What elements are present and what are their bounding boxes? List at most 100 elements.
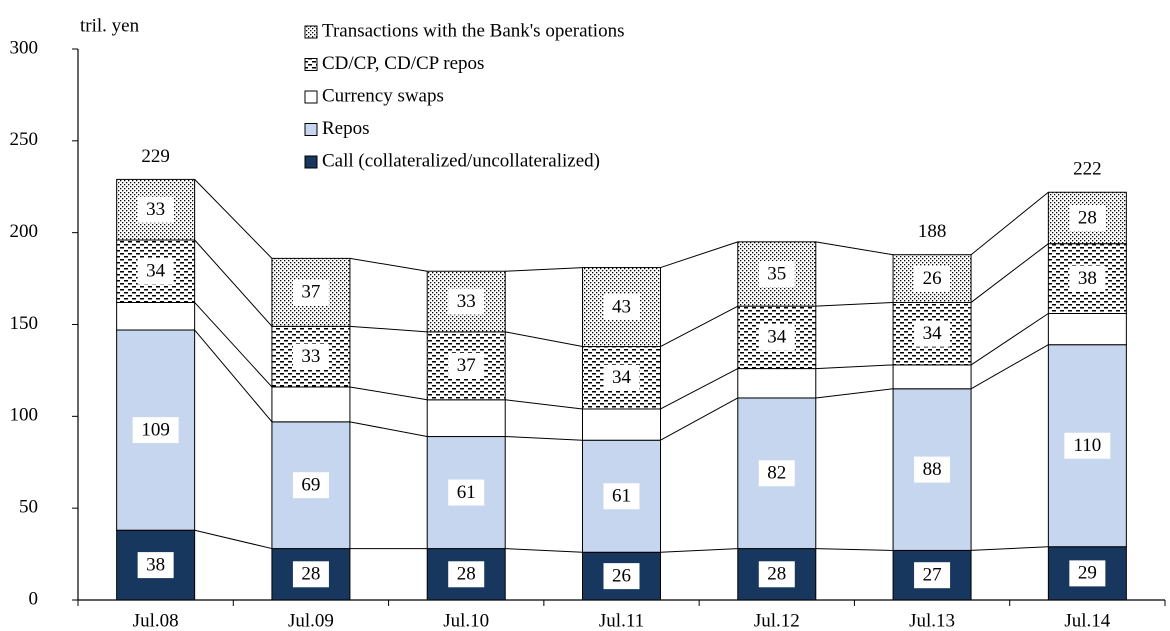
value-label: 109	[141, 419, 170, 440]
connector	[349, 421, 428, 438]
value-label: 37	[457, 355, 476, 376]
connector	[505, 436, 583, 441]
x-tick-label: Jul.13	[909, 610, 955, 631]
value-label: 29	[1078, 563, 1097, 584]
value-label: 28	[301, 564, 320, 585]
x-tick-label: Jul.08	[133, 610, 179, 631]
bar-segment	[737, 368, 817, 399]
bar-segment	[116, 301, 196, 331]
y-tick-label: 50	[19, 497, 38, 518]
value-label: 33	[301, 346, 320, 367]
connector	[815, 301, 894, 307]
connector	[505, 548, 583, 553]
label-box	[914, 562, 951, 589]
bar-segment	[892, 254, 972, 303]
connector	[815, 388, 894, 399]
connector	[194, 302, 273, 388]
label-box	[603, 563, 640, 590]
x-tick-label: Jul.14	[1064, 610, 1110, 631]
x-tick-label: Jul.11	[599, 610, 644, 631]
connector	[815, 364, 894, 370]
label-box	[448, 561, 485, 588]
legend-label: Currency swaps	[322, 85, 444, 106]
y-tick-label: 200	[10, 221, 39, 242]
label-box	[603, 483, 640, 510]
y-unit: tril. yen	[80, 15, 140, 36]
connector	[194, 179, 273, 259]
legend-label: Call (collateralized/uncollateralized)	[322, 150, 600, 171]
total-label: 188	[918, 221, 947, 242]
value-label: 82	[767, 463, 786, 484]
label-box	[292, 561, 329, 588]
bar-segment	[582, 408, 661, 441]
connector	[970, 344, 1049, 390]
legend-swatch	[304, 58, 318, 71]
label-box	[292, 279, 329, 306]
label-box	[1069, 560, 1106, 587]
value-label: 28	[1078, 207, 1097, 228]
y-tick-label: 250	[10, 129, 39, 150]
label-box	[448, 479, 485, 506]
legend-swatch	[304, 155, 318, 169]
label-box	[137, 258, 174, 285]
connector	[660, 241, 738, 269]
connector	[970, 243, 1049, 303]
total-label: 229	[141, 146, 170, 167]
value-label: 38	[146, 554, 165, 575]
connector	[815, 548, 894, 551]
value-label: 27	[923, 565, 942, 586]
legend-label: Repos	[322, 118, 370, 139]
label-box	[603, 364, 640, 391]
label-box	[914, 320, 951, 347]
label-box	[1064, 432, 1111, 459]
label-box	[1069, 204, 1106, 231]
connector	[349, 325, 428, 333]
legend-swatch	[304, 90, 318, 104]
value-label: 34	[146, 261, 166, 282]
label-box	[448, 288, 485, 315]
bar-segment	[1047, 312, 1127, 346]
connector	[970, 191, 1049, 256]
connector	[349, 386, 428, 401]
connector	[660, 397, 739, 441]
legend-swatch	[304, 123, 318, 136]
value-label: 33	[146, 199, 165, 220]
label-box	[603, 294, 640, 321]
value-label: 34	[923, 323, 943, 344]
x-tick-label: Jul.10	[443, 610, 489, 631]
value-label: 28	[767, 564, 786, 585]
value-label: 26	[612, 565, 631, 586]
value-label: 26	[923, 268, 942, 289]
label-box	[1069, 265, 1106, 292]
label-box	[137, 552, 174, 579]
bar-segment	[271, 386, 351, 423]
legend-label: CD/CP, CD/CP repos	[322, 53, 484, 74]
legend-swatch	[304, 25, 318, 39]
legend-label: Transactions with the Bank's operations	[322, 20, 624, 41]
value-label: 69	[301, 475, 320, 496]
x-tick-label: Jul.09	[288, 610, 334, 631]
value-label: 37	[301, 282, 320, 303]
label-box	[758, 460, 795, 487]
connector	[971, 546, 1049, 551]
connector	[505, 399, 583, 410]
label-box	[132, 417, 179, 444]
value-label: 33	[457, 291, 476, 312]
value-label: 110	[1073, 435, 1101, 456]
label-box	[758, 260, 795, 287]
y-tick-label: 100	[10, 405, 39, 426]
connector	[505, 267, 583, 272]
label-box	[292, 472, 329, 499]
x-tick-label: Jul.12	[754, 610, 800, 631]
connector	[349, 257, 428, 272]
label-box	[914, 456, 951, 483]
label-box	[292, 343, 329, 370]
connector	[660, 548, 738, 553]
connector	[505, 331, 583, 348]
y-tick-label: 300	[10, 37, 39, 58]
bar-segment	[426, 399, 506, 438]
value-label: 38	[1078, 268, 1097, 289]
label-box	[137, 196, 174, 223]
bar-segment	[892, 364, 972, 390]
